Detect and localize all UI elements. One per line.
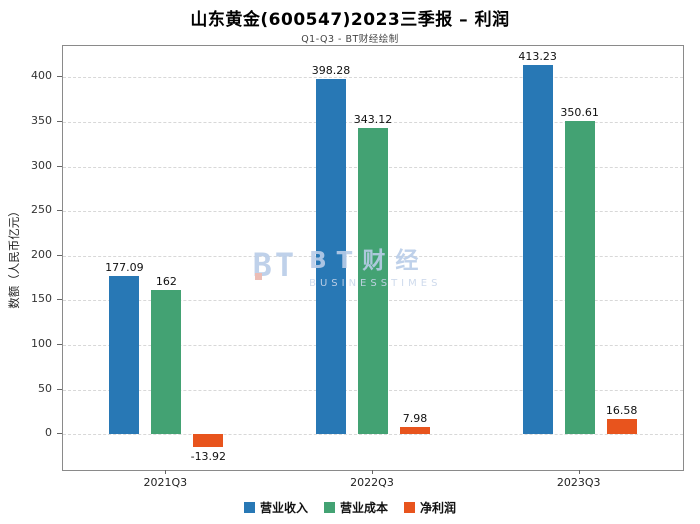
y-tick-mark: [57, 344, 62, 346]
bar-营业成本: [564, 121, 595, 435]
bar-value-label: 7.98: [402, 412, 428, 426]
bar-营业收入: [109, 276, 140, 435]
y-axis: 0 50 100 150 200 250 300 350 400: [0, 45, 62, 469]
bar-净利润: [400, 427, 430, 435]
y-tick-mark: [57, 433, 62, 435]
legend: 营业收入 营业成本 净利润: [0, 499, 700, 516]
x-tick-label: 2023Q3: [556, 476, 601, 489]
y-tick-label: 100: [31, 337, 52, 351]
y-tick-label: 400: [31, 69, 52, 83]
y-tick-label: 0: [45, 426, 52, 440]
y-tick-label: 250: [31, 203, 52, 217]
legend-swatch: [243, 502, 255, 513]
x-tick-mark: [165, 470, 167, 474]
y-tick-mark: [57, 388, 62, 390]
bar-value-label: 16.58: [605, 404, 638, 418]
legend-label: 营业成本: [339, 501, 388, 515]
legend-item-营业成本: 营业成本: [323, 499, 388, 516]
legend-swatch: [323, 502, 335, 513]
bar-value-label: 398.28: [311, 63, 351, 77]
bar-营业成本: [151, 289, 182, 435]
y-tick-label: 50: [38, 381, 52, 395]
chart-subtitle: Q1-Q3 - BT财经绘制: [301, 34, 399, 45]
x-tick-label: 2021Q3: [143, 476, 188, 489]
legend-item-净利润: 净利润: [404, 499, 456, 516]
gridline: [63, 121, 683, 123]
bar-value-label: 162: [155, 274, 177, 288]
legend-label: 净利润: [420, 501, 457, 515]
bar-营业收入: [316, 78, 346, 435]
bar-净利润: [606, 419, 637, 435]
y-tick-label: 200: [31, 247, 52, 261]
bar-value-label: 177.09: [105, 261, 144, 275]
bar-营业收入: [522, 65, 553, 435]
bar-value-label: -13.92: [190, 449, 227, 463]
gridline: [63, 77, 683, 79]
y-tick-mark: [57, 120, 62, 122]
y-tick-mark: [57, 165, 62, 167]
x-tick-label: 2022Q3: [350, 476, 394, 489]
y-tick-mark: [57, 254, 62, 256]
y-tick-mark: [57, 76, 62, 78]
bar-value-label: 343.12: [353, 113, 393, 126]
bar-value-label: 350.61: [560, 106, 599, 120]
x-tick-mark: [578, 470, 580, 474]
y-tick-label: 350: [31, 113, 52, 127]
y-tick-label: 150: [31, 292, 52, 306]
y-tick-mark: [57, 299, 62, 301]
bar-净利润: [193, 434, 224, 447]
legend-label: 营业收入: [259, 501, 308, 515]
bar-value-label: 413.23: [518, 50, 557, 64]
x-axis: 2021Q3 2022Q3 2023Q3: [62, 470, 682, 492]
chart-title: 山东黄金(600547)2023三季报 – 利润: [190, 10, 510, 30]
plot-area: 177.09 162 -13.92 398.28 343.12 7.98 413.23 350…: [62, 45, 684, 471]
gridline: [63, 434, 683, 436]
legend-item-营业收入: 营业收入: [243, 499, 308, 516]
bar-营业成本: [358, 128, 388, 435]
x-tick-mark: [372, 470, 373, 474]
legend-swatch: [404, 502, 415, 513]
y-tick-label: 300: [31, 158, 52, 172]
y-tick-mark: [57, 210, 62, 212]
